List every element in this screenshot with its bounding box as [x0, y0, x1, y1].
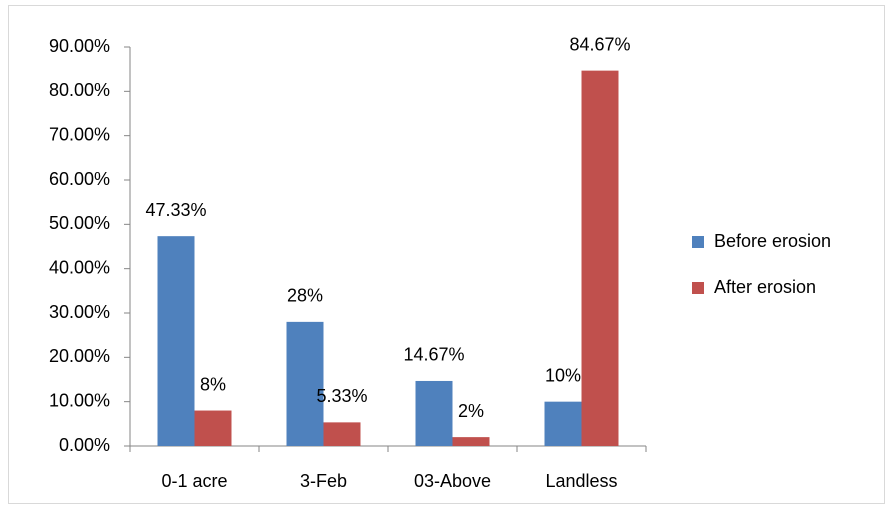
data-label: 84.67%: [569, 34, 630, 54]
x-tick-label: 0-1 acre: [161, 471, 227, 491]
legend-swatch: [692, 282, 704, 294]
data-label: 10%: [545, 365, 581, 385]
data-label: 28%: [287, 286, 323, 306]
bar: [581, 70, 619, 446]
bar: [544, 401, 582, 446]
bar: [323, 422, 361, 446]
y-tick-label: 20.00%: [49, 346, 110, 366]
y-tick-label: 50.00%: [49, 213, 110, 233]
y-tick-label: 60.00%: [49, 169, 110, 189]
y-tick-label: 40.00%: [49, 257, 110, 277]
y-tick-label: 0.00%: [59, 435, 110, 455]
bar: [157, 236, 195, 446]
data-label: 14.67%: [403, 345, 464, 365]
y-tick-label: 90.00%: [49, 36, 110, 56]
y-tick-label: 70.00%: [49, 124, 110, 144]
x-tick-label: 03-Above: [414, 471, 491, 491]
y-tick-label: 10.00%: [49, 390, 110, 410]
x-tick-label: 3-Feb: [300, 471, 347, 491]
y-tick-label: 30.00%: [49, 302, 110, 322]
bar: [452, 437, 490, 446]
bar: [415, 380, 453, 446]
y-tick-label: 80.00%: [49, 80, 110, 100]
legend-label: Before erosion: [714, 231, 831, 251]
legend-swatch: [692, 236, 704, 248]
legend-label: After erosion: [714, 277, 816, 297]
bar: [286, 321, 324, 446]
data-label: 47.33%: [145, 200, 206, 220]
data-label: 2%: [458, 401, 484, 421]
data-label: 8%: [200, 374, 226, 394]
data-label: 5.33%: [316, 386, 367, 406]
bar: [194, 410, 232, 446]
x-tick-label: Landless: [545, 471, 617, 491]
